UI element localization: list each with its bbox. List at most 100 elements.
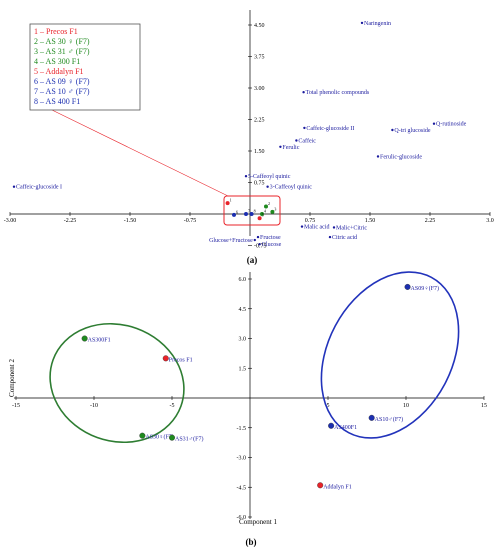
loading-label: Caffeic-glucoside II <box>306 125 354 132</box>
loading-label: 3-Caffeoyl quinic <box>270 184 313 191</box>
legend-item: 3 – AS 31 ♂ (F7) <box>34 47 90 56</box>
panel-a-x-tick-label: 0.75 <box>305 218 316 224</box>
sample-cluster-box <box>223 195 281 226</box>
loading-label: Ferulic <box>282 145 299 151</box>
sample-score-label: AS31♂(F7) <box>175 436 204 443</box>
loading-point <box>332 226 336 229</box>
loading-label: Citric acid <box>332 235 357 241</box>
panel-a-y-tick-label: 3.00 <box>254 86 265 92</box>
legend-item: 2 – AS 30 ♀ (F7) <box>34 37 90 46</box>
sample-number: 1 <box>230 198 232 203</box>
sample-score-point <box>317 482 324 489</box>
panel-b-y-axis-title: Component 2 <box>8 359 16 397</box>
loading-point <box>295 139 298 142</box>
panel-a-y-tick-label: 0.75 <box>254 181 265 187</box>
panel-b-y-tick-label: 4.5 <box>239 307 247 313</box>
loading-label: Naringenin <box>364 21 391 27</box>
loading-point <box>303 126 306 130</box>
panel-a-x-tick-label: -2.25 <box>64 218 77 224</box>
loading-label: 5-Caffeoyl quinic <box>248 173 291 180</box>
loading-point <box>376 155 380 158</box>
sample-number: 7 <box>248 209 250 214</box>
loading-point <box>360 21 364 25</box>
panel-a-score-plot: -3.00 -2.25 -1.50 -0.75 0.75 1.50 2.25 3.0 4.50… <box>4 10 494 265</box>
loading-point <box>391 128 394 132</box>
loading-point <box>279 145 282 148</box>
sample-score-label: AS300F1 <box>88 338 111 344</box>
legend-item: 8 – AS 400 F1 <box>34 97 80 106</box>
panel-b-x-tick-label: 15 <box>481 403 487 409</box>
panel-a-y-tick-label: -0.75 <box>254 244 267 250</box>
sample-score-point <box>404 283 411 290</box>
loading-point <box>302 91 305 94</box>
panel-a-x-tick-label: -1.50 <box>124 218 137 224</box>
panel-b-x-axis-title: Component 1 <box>239 518 277 526</box>
sample-score-point <box>139 432 146 439</box>
sample-number: 2 <box>268 201 270 206</box>
legend-item: 4 – AS 300 F1 <box>34 57 80 66</box>
blue-group-ellipse <box>320 271 460 439</box>
legend-frame <box>29 23 141 111</box>
sample-legend: 1 – Precos F12 – AS 30 ♀ (F7)3 – AS 31 ♂… <box>29 23 141 111</box>
sample-score-label: AS09♀(F7) <box>411 285 440 292</box>
legend-item: 5 – Addalyn F1 <box>34 67 84 76</box>
panel-b-caption: (b) <box>246 537 257 547</box>
loading-label: Q-rutinoside <box>436 122 467 128</box>
sample-number: 6 <box>236 209 238 214</box>
sample-point <box>225 201 230 206</box>
panel-b-y-tick-label: -3.0 <box>237 456 247 462</box>
loading-point <box>12 185 16 188</box>
legend-item: 1 – Precos F1 <box>34 27 78 36</box>
sample-point <box>260 212 264 216</box>
panel-a-x-tick-label: 2.25 <box>425 218 436 224</box>
sample-score-point <box>162 355 169 362</box>
sample-point <box>244 212 248 216</box>
sample-score-label: AS400F1 <box>334 425 357 431</box>
panel-a-caption: (a) <box>247 255 258 265</box>
loading-label: Glucose+Fructose <box>209 238 253 244</box>
loading-point <box>266 185 269 188</box>
loading-label: Q-tri glucoside <box>394 128 430 134</box>
panel-a-y-tick-label: 4.50 <box>254 23 265 29</box>
sample-number: 8 <box>254 209 256 214</box>
loading-point <box>256 235 260 239</box>
loading-label: Malic+Citric <box>336 225 367 231</box>
panel-a-y-tick-label: 2.25 <box>254 118 265 124</box>
panel-a-x-tick-label: -0.75 <box>184 218 197 224</box>
sample-number: 3 <box>274 206 276 211</box>
green-group-ellipse <box>49 322 185 444</box>
loading-point <box>253 238 256 242</box>
loading-label: Ferulic-glucoside <box>380 154 422 160</box>
sample-score-label: AS10♂(F7) <box>375 416 404 423</box>
legend-connector-line <box>51 109 229 197</box>
panel-b-x-tick-label: 5 <box>327 403 330 409</box>
loading-label: Glucose <box>262 242 282 248</box>
legend-item: 7 – AS 10 ♂ (F7) <box>34 87 90 96</box>
loading-point <box>432 122 436 125</box>
panel-a-x-tick-label: -3.00 <box>4 218 17 224</box>
loading-point <box>244 175 248 178</box>
loading-label: Fructose <box>260 235 281 241</box>
panel-b-y-tick-label: 1.5 <box>239 366 247 372</box>
loading-point <box>300 225 304 228</box>
sample-score-point <box>368 414 375 421</box>
sample-score-point <box>81 335 88 342</box>
sample-score-label: Precos F1 <box>169 357 193 363</box>
sample-score-point <box>168 434 175 441</box>
panel-b-x-tick-label: 10 <box>403 403 409 409</box>
legend-item: 6 – AS 09 ♀ (F7) <box>34 77 90 86</box>
sample-point <box>270 209 275 214</box>
sample-score-point <box>328 422 335 429</box>
loading-point <box>328 235 332 239</box>
panel-b-y-tick-label: -6.0 <box>237 515 247 521</box>
sample-number: 5 <box>262 213 264 218</box>
panel-b-y-tick-label: 6.0 <box>239 277 247 283</box>
sample-score-label: Addalyn F1 <box>323 484 352 490</box>
sample-point <box>232 212 236 217</box>
panel-b-pca-scores: -15 -10 -5 5 10 15 6.0 4.5 3.0 1.5 -1.5 -3.0 -4.5 -6… <box>8 271 487 547</box>
panel-a-y-tick-label: 1.50 <box>254 149 265 155</box>
loading-label: Caffeic <box>298 138 316 145</box>
panel-a-x-tick-label: 3.0 <box>486 218 494 224</box>
panel-b-y-tick-label: -1.5 <box>237 426 247 432</box>
